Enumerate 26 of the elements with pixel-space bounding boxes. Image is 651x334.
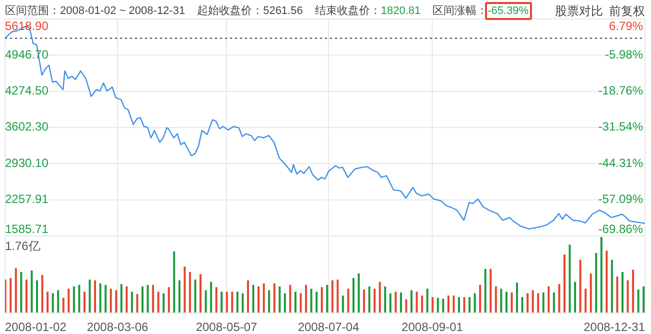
- y-tick-label: 2257.91: [5, 192, 49, 206]
- y2-tick-label: -31.54%: [598, 120, 644, 134]
- x-tick-label: 2008-09-01: [402, 320, 464, 334]
- text: 区间涨幅：-65.39%: [432, 5, 529, 17]
- x-tick-label: 2008-01-02: [5, 320, 67, 334]
- x-tick-label: 2008-07-04: [298, 320, 360, 334]
- y-tick-label: 2930.10: [5, 156, 49, 170]
- y2-tick-label: -44.31%: [598, 156, 644, 170]
- x-tick-label: 2008-12-31: [584, 320, 646, 334]
- text: 起始收盘价：5261.56: [197, 5, 303, 17]
- text: 结束收盘价：1820.81: [314, 5, 421, 17]
- y-tick-label: 4274.50: [5, 84, 49, 98]
- text: 股票对比: [555, 4, 603, 18]
- y2-tick-label: -5.98%: [604, 47, 644, 62]
- x-tick-label: 2008-03-06: [86, 320, 149, 334]
- y2-tick-label: -18.76%: [598, 84, 644, 98]
- text: 区间范围：2008-01-02 ~ 2008-12-31: [5, 5, 186, 17]
- annotation: 1.76亿: [5, 238, 40, 255]
- y2-tick-label: -57.09%: [598, 192, 644, 206]
- y-tick-label: 3602.30: [5, 120, 49, 134]
- text: 前复权: [609, 4, 645, 18]
- y2-tick-label: 6.79%: [608, 19, 644, 34]
- y-tick-label: 1585.71: [5, 222, 49, 236]
- y-tick-label: 5618.90: [5, 19, 49, 34]
- x-tick-label: 2008-05-07: [196, 320, 258, 334]
- y2-tick-label: -69.86%: [598, 222, 644, 236]
